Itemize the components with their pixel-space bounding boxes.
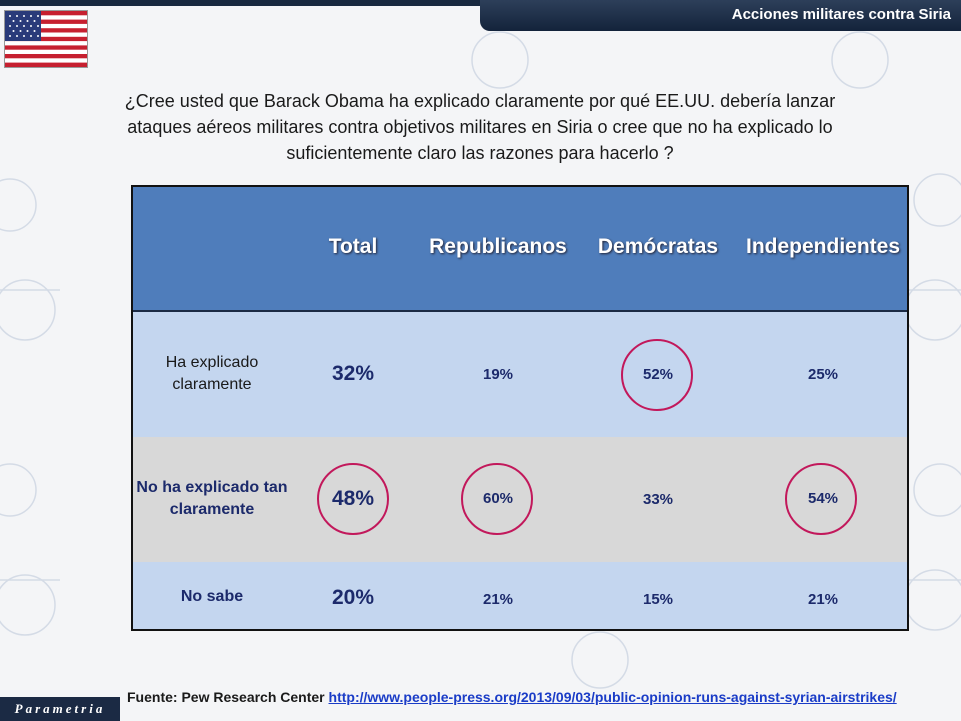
highlight-circle xyxy=(461,463,533,535)
source-citation: Fuente: Pew Research Center http://www.p… xyxy=(127,689,897,705)
cell-value: 32% xyxy=(331,362,375,385)
highlight-circle xyxy=(317,463,389,535)
title-bar: Acciones militares contra Siria xyxy=(480,0,961,31)
highlight-circle xyxy=(621,339,693,411)
results-table: Total Republicanos Demócratas Independie… xyxy=(131,185,909,631)
usa-flag-icon xyxy=(4,10,88,68)
row-label: Ha explicado claramente xyxy=(165,354,259,393)
survey-question: ¿Cree usted que Barack Obama ha explicad… xyxy=(124,91,836,163)
source-link[interactable]: http://www.people-press.org/2013/09/03/p… xyxy=(328,689,897,705)
cell-value: 20% xyxy=(331,586,375,609)
slide-title: Acciones militares contra Siria xyxy=(731,6,951,23)
table-row: No sabe 20% 21% 15% 21% xyxy=(133,562,907,629)
column-header-republicanos: Republicanos xyxy=(429,235,567,258)
cell-value: 21% xyxy=(807,591,839,608)
cell-value: 33% xyxy=(642,491,674,508)
row-label: No sabe xyxy=(180,588,244,605)
table-row: Ha explicado claramente 32% 19% 52% 25% xyxy=(133,312,907,437)
cell-value: 25% xyxy=(807,366,839,383)
row-label: No ha explicado tan claramente xyxy=(136,479,288,518)
table-header-row: Total Republicanos Demócratas Independie… xyxy=(133,187,907,312)
table-row: No ha explicado tan claramente 48% 60% 3… xyxy=(133,437,907,562)
column-header-total: Total xyxy=(328,235,378,258)
cell-value: 21% xyxy=(482,591,514,608)
highlight-circle xyxy=(785,463,857,535)
column-header-independientes: Independientes xyxy=(745,235,901,258)
parametria-logo: Parametria xyxy=(0,697,120,721)
source-prefix: Fuente: Pew Research Center xyxy=(127,689,325,705)
cell-value: 19% xyxy=(482,366,514,383)
column-header-democratas: Demócratas xyxy=(597,235,719,258)
cell-value: 15% xyxy=(642,591,674,608)
